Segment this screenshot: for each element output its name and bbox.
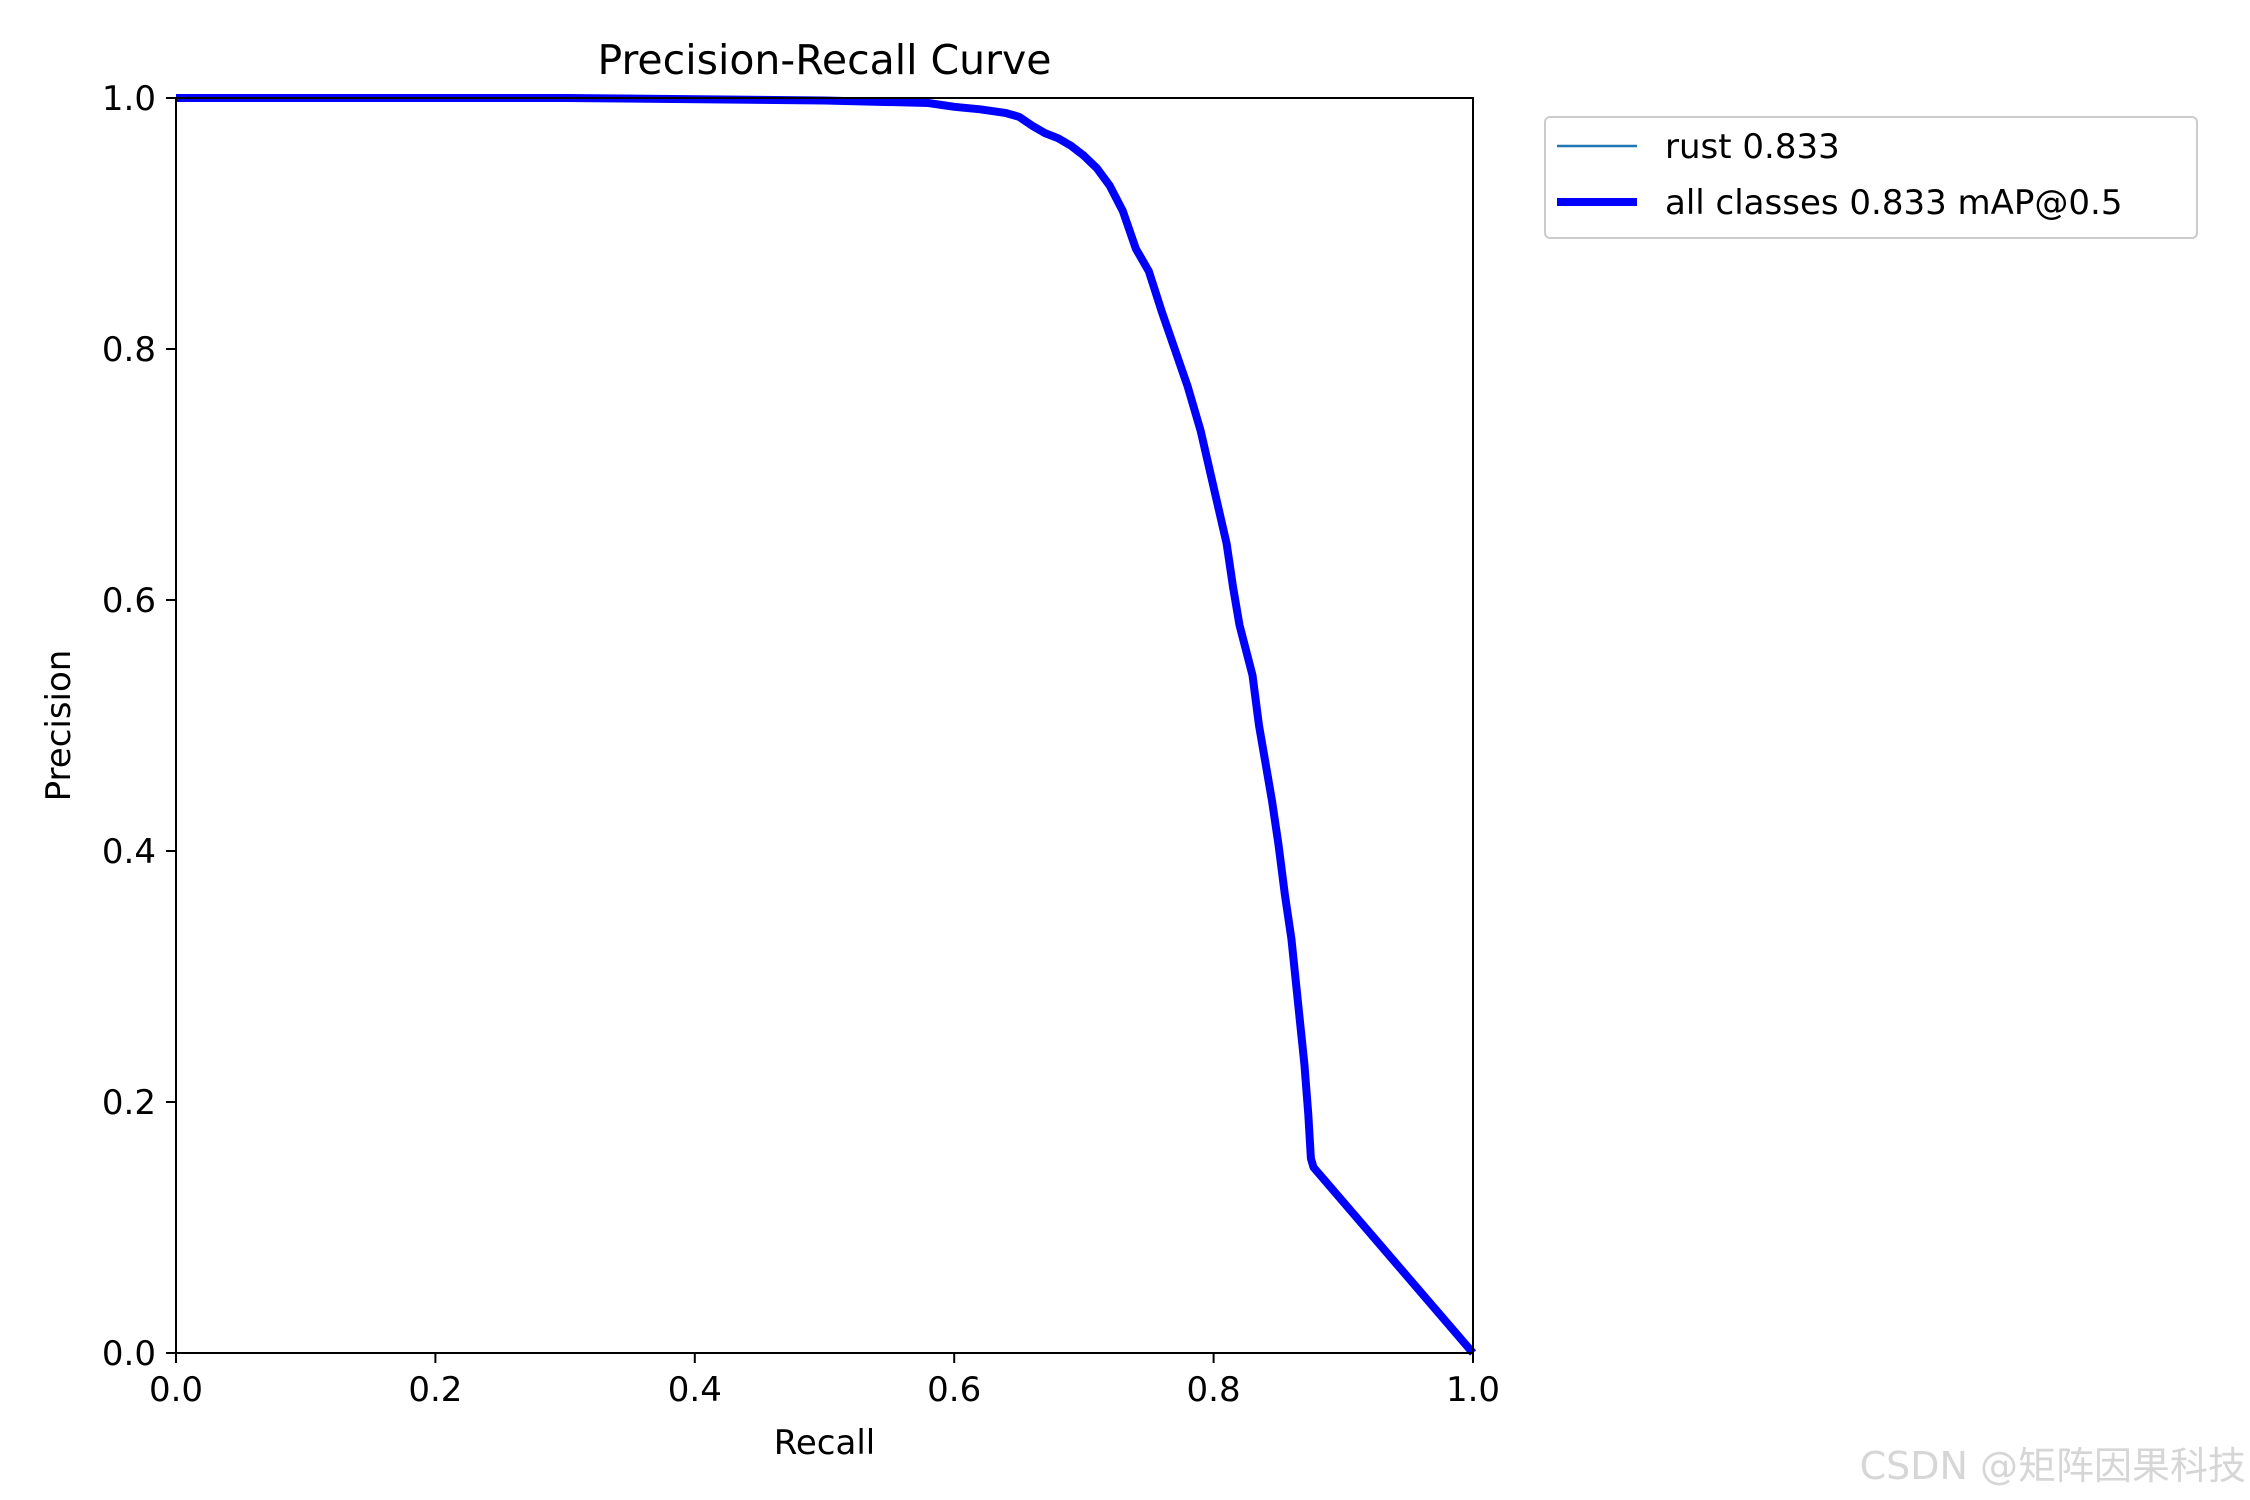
plot-frame (175, 97, 1474, 1354)
watermark: CSDN @矩阵因果科技 (1860, 1444, 2246, 1488)
x-tick-label: 0.0 (149, 1370, 203, 1410)
x-tick-label: 0.2 (408, 1370, 462, 1410)
series-layer (176, 94, 1477, 1356)
legend-frame (1544, 116, 2198, 239)
y-axis-ticks: 0.0 0.2 0.4 0.6 0.8 1.0 (102, 79, 176, 1374)
legend: rust 0.833 all classes 0.833 mAP@0.5 (1544, 116, 2198, 239)
y-tick-label: 0.6 (102, 581, 156, 621)
x-axis-label: Recall (774, 1423, 875, 1463)
x-tick-label: 0.8 (1187, 1370, 1241, 1410)
x-tick-label: 0.6 (927, 1370, 981, 1410)
y-tick-label: 0.8 (102, 330, 156, 370)
y-tick-label: 1.0 (102, 79, 156, 119)
chart-title: Precision-Recall Curve (597, 36, 1051, 84)
x-tick-label: 1.0 (1446, 1370, 1500, 1410)
series-line-rust (176, 96, 1474, 1354)
y-tick-label: 0.4 (102, 832, 156, 872)
legend-entry-all-classes: all classes 0.833 mAP@0.5 (1665, 183, 2122, 223)
x-tick-label: 0.4 (668, 1370, 722, 1410)
x-axis-ticks: 0.0 0.2 0.4 0.6 0.8 1.0 (149, 1353, 1500, 1410)
y-tick-label: 0.2 (102, 1083, 156, 1123)
y-tick-label: 0.0 (102, 1334, 156, 1374)
y-axis-label: Precision (39, 650, 79, 802)
legend-entry-rust: rust 0.833 (1665, 127, 1840, 167)
series-line-all-classes (176, 94, 1477, 1356)
